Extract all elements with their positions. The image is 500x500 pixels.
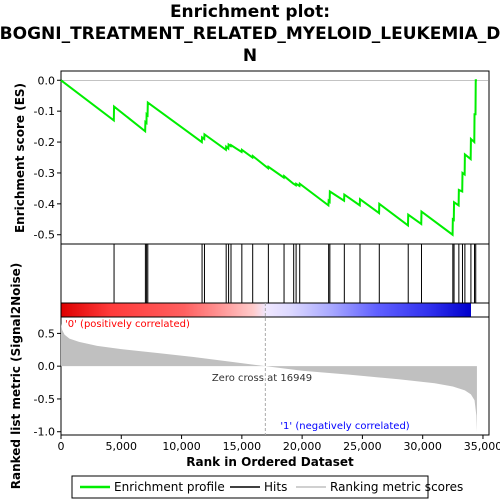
x-tick-label: 20,000 (283, 440, 322, 453)
x-tick-label: 30,000 (403, 440, 442, 453)
metric-y-tick-label: -0.5 (34, 393, 55, 406)
x-tick-label: 35,000 (464, 440, 500, 453)
es-y-axis: 0.0 -0.1 -0.2 -0.3 -0.4 -0.5 (34, 74, 61, 242)
es-y-tick-label: 0.0 (38, 74, 56, 87)
es-y-tick-label: -0.4 (34, 198, 55, 211)
rank-color-bar (61, 303, 471, 317)
hits-panel (60, 243, 490, 304)
metric-y-tick-label: 0.0 (38, 360, 56, 373)
negative-correlation-label: '1' (negatively correlated) (280, 421, 409, 432)
es-y-axis-label: Enrichment score (ES) (13, 83, 27, 233)
hit-lines (113, 244, 477, 303)
x-axis-label: Rank in Ordered Dataset (186, 455, 354, 469)
x-tick-label: 5,000 (106, 440, 138, 453)
legend-ranking-metric: Ranking metric scores (330, 480, 463, 494)
es-y-tick-label: -0.5 (34, 229, 55, 242)
x-tick-label: 25,000 (343, 440, 382, 453)
chart-title-line-3: N (243, 46, 257, 66)
x-tick-label: 0 (58, 440, 65, 453)
legend-enrichment-profile: Enrichment profile (114, 480, 225, 494)
enrichment-profile-line (60, 79, 477, 237)
positive-correlation-label: '0' (positively correlated) (65, 319, 190, 330)
es-y-tick-label: -0.1 (34, 105, 55, 118)
metric-y-axis-label: Ranked list metric (Signal2Noise) (9, 263, 23, 490)
x-tick-label: 15,000 (223, 440, 262, 453)
es-panel (60, 70, 490, 245)
es-y-tick-label: -0.2 (34, 136, 55, 149)
metric-y-tick-label: 0.5 (38, 327, 56, 340)
x-axis: 0 5,000 10,000 15,000 20,000 25,000 30,000 35,0… (58, 435, 500, 453)
x-tick-label: 10,000 (162, 440, 201, 453)
chart-title-line-1: Enrichment plot: (170, 2, 330, 22)
chart-title-line-2: BOGNI_TREATMENT_RELATED_MYELOID_LEUKEMIA… (0, 24, 500, 44)
metric-y-axis: 0.5 0.0 -0.5 -1.0 (34, 327, 61, 439)
metric-y-tick-label: -1.0 (34, 426, 55, 439)
legend-hits: Hits (264, 480, 287, 494)
zero-cross-label: Zero cross at 16949 (212, 373, 312, 384)
ranking-metric-area (61, 323, 477, 432)
es-y-tick-label: -0.3 (34, 167, 55, 180)
